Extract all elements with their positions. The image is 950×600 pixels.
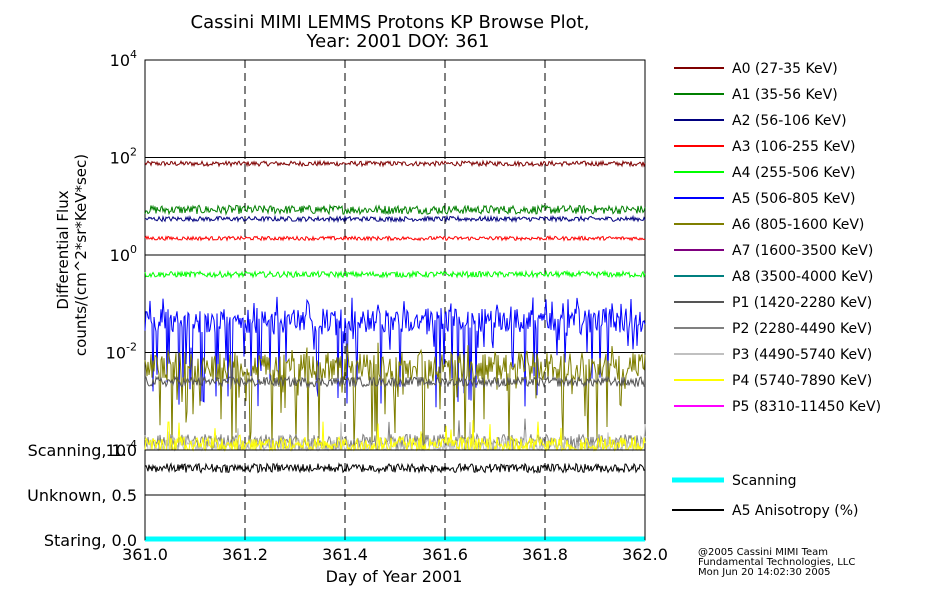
lower-tick-label-0: Scanning, 1.0 [28, 441, 137, 460]
legend-label-10: P2 (2280-4490 KeV) [732, 321, 872, 337]
legend-label-1: A1 (35-56 KeV) [732, 87, 838, 103]
y-tick-label-1: 102 [110, 146, 137, 168]
y-tick-label-4: 10-4 [106, 438, 137, 460]
y-tick-exp-4: -4 [126, 438, 137, 451]
legend-label-11: P3 (4490-5740 KeV) [732, 347, 872, 363]
x-axis-label: Day of Year 2001 [326, 567, 463, 586]
y-tick-base-0: 10 [110, 51, 130, 70]
y-axis-label-line2: counts/(cm^2*sr*KeV*sec) [72, 154, 90, 356]
legend-label-13: P5 (8310-11450 KeV) [732, 399, 881, 415]
legend-label-7: A7 (1600-3500 KeV) [732, 243, 873, 259]
legend-label-8: A8 (3500-4000 KeV) [732, 269, 873, 285]
legend-label-5: A5 (506-805 KeV) [732, 191, 855, 207]
lower-tick-label-2: Staring, 0.0 [44, 531, 137, 550]
y-tick-label-3: 10-2 [106, 341, 137, 363]
y-axis-label-line1: Differential Flux [54, 190, 72, 309]
series-line-6 [144, 342, 646, 451]
anisotropy-line [144, 462, 646, 475]
y-tick-exp-2: 0 [130, 243, 137, 256]
series-line-2 [145, 214, 646, 224]
series-line-9 [144, 375, 646, 389]
chart-title: Cassini MIMI LEMMS Protons KP Browse Plo… [191, 12, 590, 33]
legend-label-9: P1 (1420-2280 KeV) [732, 295, 872, 311]
legend: A0 (27-35 KeV) A1 (35-56 KeV) A2 (56-106 K… [672, 61, 881, 519]
y-tick-label-2: 100 [110, 243, 137, 265]
y-tick-base-2: 10 [110, 246, 130, 265]
x-tick-label-5: 362.0 [622, 545, 668, 564]
x-tick-label-0: 361.0 [122, 545, 168, 564]
series-line-4 [144, 269, 646, 280]
lower-legend-label-0: Scanning [732, 473, 797, 489]
y-tick-base-3: 10 [106, 344, 126, 363]
y-tick-exp-3: -2 [126, 341, 137, 354]
legend-label-12: P4 (5740-7890 KeV) [732, 373, 872, 389]
lower-tick-label-1: Unknown, 0.5 [27, 486, 137, 505]
series-line-0 [144, 159, 646, 168]
chart-subtitle: Year: 2001 DOY: 361 [306, 31, 490, 52]
credit-line-3: Mon Jun 20 14:02:30 2005 [698, 567, 831, 578]
series-line-1 [144, 203, 646, 216]
y-tick-label-0: 104 [110, 48, 137, 70]
x-tick-label-4: 361.8 [522, 545, 568, 564]
legend-label-4: A4 (255-506 KeV) [732, 165, 855, 181]
series-line-3 [144, 234, 646, 242]
y-tick-base-1: 10 [110, 149, 130, 168]
series-line-12 [144, 420, 646, 452]
credit-line-2: Fundamental Technologies, LLC [698, 557, 855, 568]
legend-label-6: A6 (805-1600 KeV) [732, 217, 864, 233]
legend-label-3: A3 (106-255 KeV) [732, 139, 855, 155]
x-tick-label-2: 361.4 [322, 545, 368, 564]
legend-label-0: A0 (27-35 KeV) [732, 61, 838, 77]
x-tick-label-3: 361.6 [422, 545, 468, 564]
legend-label-2: A2 (56-106 KeV) [732, 113, 847, 129]
credit-line-1: @2005 Cassini MIMI Team [698, 547, 828, 558]
x-tick-label-1: 361.2 [222, 545, 268, 564]
y-tick-base-4: 10 [106, 441, 126, 460]
lower-legend-label-1: A5 Anisotropy (%) [732, 503, 859, 519]
y-tick-exp-0: 4 [130, 48, 137, 61]
y-tick-exp-1: 2 [130, 146, 137, 159]
